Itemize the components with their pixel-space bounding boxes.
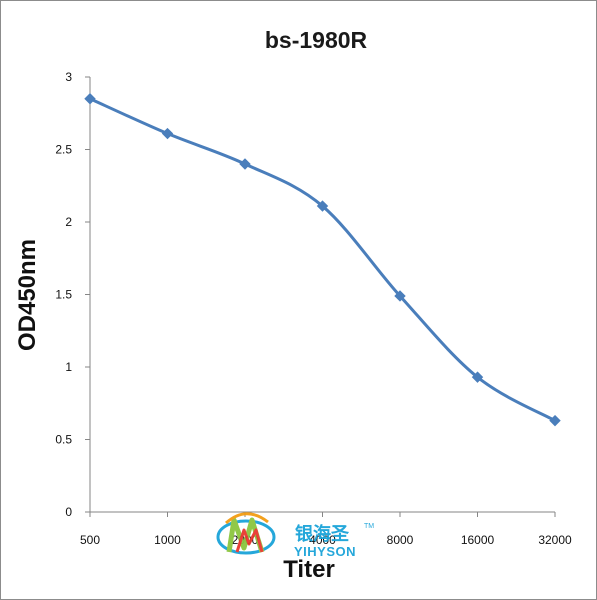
x-axis-label: Titer xyxy=(283,556,335,583)
y-axis-ticks: 0 0.5 1 1.5 2 2.5 3 xyxy=(55,70,90,519)
y-tick-label: 1 xyxy=(65,360,72,374)
y-tick-label: 0 xyxy=(65,505,72,519)
watermark-en-text: YIHYSON xyxy=(294,544,356,559)
data-point xyxy=(316,200,329,212)
data-point xyxy=(394,290,406,302)
data-point xyxy=(161,127,174,140)
x-tick-label: 8000 xyxy=(387,533,414,547)
data-point xyxy=(84,93,96,105)
y-axis-label: OD450nm xyxy=(14,239,41,351)
x-tick-label: 32000 xyxy=(538,533,572,547)
data-point xyxy=(471,371,484,383)
watermark-cn-text: 银海圣 xyxy=(295,523,350,545)
watermark-tm: TM xyxy=(364,523,374,530)
data-series xyxy=(84,93,561,427)
series-line xyxy=(88,97,557,423)
x-axis: 500 1000 2000 4000 8000 16000 32000 xyxy=(80,511,572,547)
data-point xyxy=(239,158,251,170)
chart-title: bs-1980R xyxy=(265,27,368,53)
y-tick-label: 1.5 xyxy=(55,288,72,302)
y-tick-label: 2.5 xyxy=(55,143,72,157)
x-tick-label: 1000 xyxy=(154,533,181,547)
y-tick-label: 0.5 xyxy=(55,433,72,447)
x-tick-label: 16000 xyxy=(461,533,495,547)
y-tick-label: 3 xyxy=(65,70,72,84)
y-tick-label: 2 xyxy=(65,215,72,229)
logo-mark xyxy=(216,512,276,555)
watermark-logo: 银海圣 TM YIHYSON xyxy=(216,512,374,559)
data-point xyxy=(549,414,561,427)
x-tick-label: 4000 xyxy=(309,533,336,547)
x-tick-label: 500 xyxy=(80,533,100,547)
y-axis: 0 0.5 1 1.5 2 2.5 3 xyxy=(55,70,91,519)
